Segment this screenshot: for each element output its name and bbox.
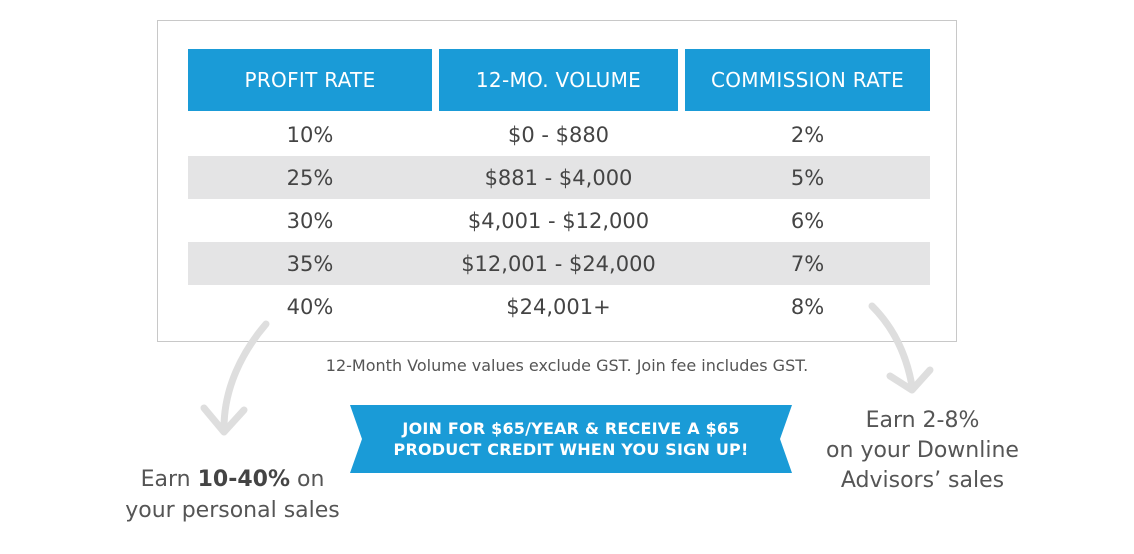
volume-cell: $12,001 - $24,000: [461, 251, 656, 276]
curved-arrow-down-left-icon: [200, 320, 270, 436]
curved-arrow-down-right-icon: [868, 302, 934, 394]
caption-bold-rate: 10-40%: [197, 467, 290, 492]
commission-rate-cell: 2%: [790, 122, 825, 147]
volume-cell: $24,001+: [506, 294, 611, 319]
caption-prefix: Earn: [140, 467, 198, 492]
downline-line-3: Advisors’ sales: [840, 468, 1005, 493]
table-header-row: PROFIT RATE 12-MO. VOLUME COMMISSION RAT…: [188, 49, 930, 111]
downline-caption: Earn 2-8% on your Downline Advisors’ sal…: [800, 406, 1045, 496]
header-commission-rate: COMMISSION RATE: [685, 49, 930, 111]
table-row: 10% $0 - $880 2%: [188, 113, 930, 156]
downline-line-2: on your Downline: [826, 438, 1019, 463]
join-banner[interactable]: JOIN FOR $65/YEAR & RECEIVE A $65 PRODUC…: [350, 405, 792, 473]
table-row: 30% $4,001 - $12,000 6%: [188, 199, 930, 242]
profit-rate-cell: 25%: [286, 165, 334, 190]
profit-rate-cell: 10%: [286, 122, 334, 147]
downline-line-1: Earn 2-8%: [865, 408, 980, 433]
commission-rate-cell: 6%: [790, 208, 825, 233]
personal-sales-caption: Earn 10-40% on your personal sales: [90, 464, 375, 526]
volume-cell: $881 - $4,000: [484, 165, 633, 190]
table-row: 25% $881 - $4,000 5%: [188, 156, 930, 199]
caption-suffix: on: [289, 467, 325, 492]
table-row: 35% $12,001 - $24,000 7%: [188, 242, 930, 285]
profit-rate-cell: 35%: [286, 251, 334, 276]
profit-rate-cell: 30%: [286, 208, 334, 233]
commission-rate-cell: 8%: [790, 294, 825, 319]
table-row: 40% $24,001+ 8%: [188, 285, 930, 328]
commission-rate-cell: 7%: [790, 251, 825, 276]
banner-line-1: JOIN FOR $65/YEAR & RECEIVE A $65: [402, 419, 740, 438]
volume-cell: $4,001 - $12,000: [467, 208, 650, 233]
profit-rate-cell: 40%: [286, 294, 334, 319]
ribbon-shape: [350, 405, 792, 473]
header-profit-rate: PROFIT RATE: [188, 49, 432, 111]
volume-cell: $0 - $880: [507, 122, 610, 147]
header-volume: 12-MO. VOLUME: [439, 49, 678, 111]
commission-table-card: PROFIT RATE 12-MO. VOLUME COMMISSION RAT…: [157, 20, 957, 342]
gst-note: 12-Month Volume values exclude GST. Join…: [325, 356, 809, 375]
caption-line-2: your personal sales: [125, 498, 340, 523]
banner-line-2: PRODUCT CREDIT WHEN YOU SIGN UP!: [393, 440, 749, 459]
commission-rate-cell: 5%: [790, 165, 825, 190]
